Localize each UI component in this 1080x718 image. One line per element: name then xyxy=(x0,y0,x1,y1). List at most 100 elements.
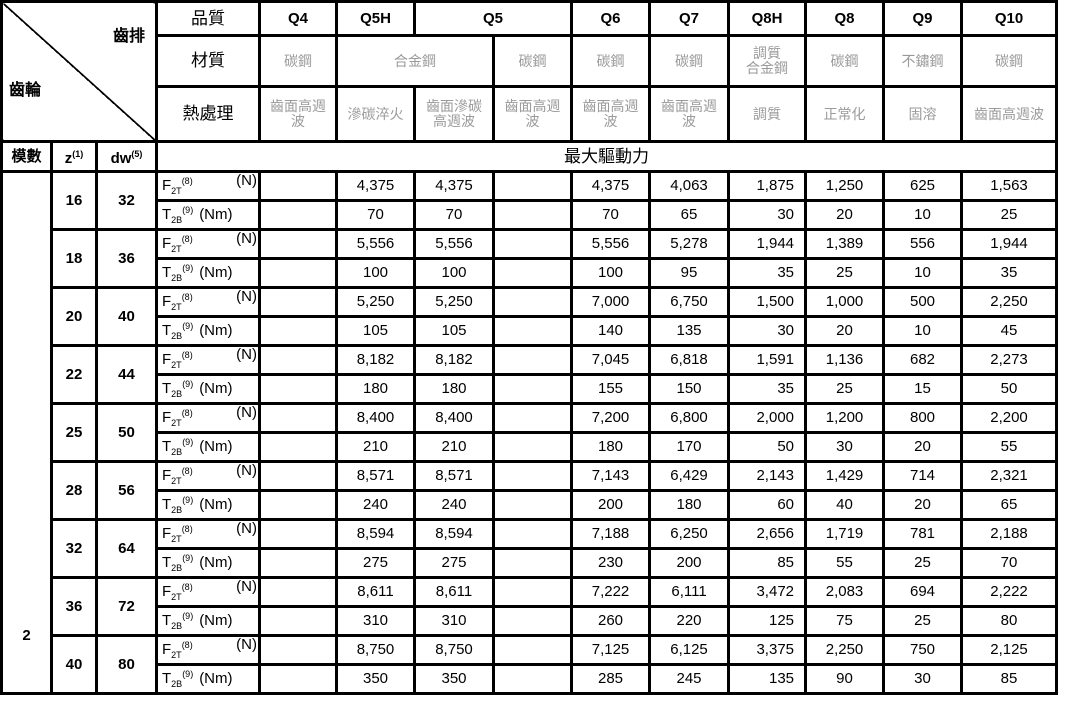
symbol: T xyxy=(162,206,172,223)
value-cell: 4,375 xyxy=(570,170,652,202)
quality-q8: Q8 xyxy=(804,0,886,37)
table-row: T2B(9) (Nm) 100 100 100 95 35 25 10 35 xyxy=(2,257,1059,289)
teeth-count: 28 xyxy=(50,460,98,521)
value-cell: 6,800 xyxy=(648,402,731,434)
value-cell: 45 xyxy=(960,315,1059,347)
value-cell: 8,571 xyxy=(413,460,495,492)
pitch-diameter: 36 xyxy=(95,228,158,289)
value-cell xyxy=(491,373,574,405)
table-row: 32 64 F2T(8) (N) 8,594 8,594 7,188 6,250 2,656 1,… xyxy=(2,518,1059,579)
footnote-ref: (8) xyxy=(181,234,193,244)
unit: (N) xyxy=(236,404,257,421)
value-cell: 100 xyxy=(335,257,416,289)
value-cell: 800 xyxy=(882,402,964,434)
symbol-subscript: 2B xyxy=(171,215,183,225)
material-label: 材質 xyxy=(155,34,261,88)
symbol: T xyxy=(162,264,172,281)
value-cell: 50 xyxy=(960,373,1059,405)
pitch-diameter: 56 xyxy=(95,460,158,521)
value-cell: 200 xyxy=(648,547,731,579)
value-cell: 20 xyxy=(804,315,886,347)
value-cell xyxy=(491,518,574,550)
symbol: F xyxy=(162,409,172,426)
material-cell: 不鏽鋼 xyxy=(882,34,964,88)
value-cell: 30 xyxy=(882,663,964,695)
value-cell: 4,375 xyxy=(413,170,495,202)
value-cell: 30 xyxy=(727,199,808,231)
unit: (N) xyxy=(236,288,257,305)
value-cell: 40 xyxy=(804,489,886,521)
module-value: 2 xyxy=(0,170,53,695)
value-cell xyxy=(491,576,574,608)
value-cell: 1,389 xyxy=(804,228,886,260)
value-cell xyxy=(491,547,574,579)
value-cell: 4,375 xyxy=(335,170,416,202)
material-cell: 碳鋼 xyxy=(960,34,1059,88)
symbol-subscript: 2T xyxy=(171,592,182,602)
symbol: T xyxy=(162,496,172,513)
pitch-diameter-header: dw(5) xyxy=(95,140,158,173)
table-row: 18 36 F2T(8) (N) 5,556 5,556 5,556 5,278 1,944 1,… xyxy=(2,228,1059,289)
footnote-ref: (8) xyxy=(181,582,193,592)
dw-footnote: (5) xyxy=(131,149,143,159)
value-cell: 2,250 xyxy=(960,286,1059,318)
material-cell: 碳鋼 xyxy=(804,34,886,88)
value-cell: 25 xyxy=(882,547,964,579)
value-cell: 105 xyxy=(335,315,416,347)
value-cell: 7,045 xyxy=(570,344,652,376)
material-cell: 調質 合金鋼 xyxy=(727,34,808,88)
value-cell: 2,250 xyxy=(804,634,886,666)
force-label: F2T(8) (N) xyxy=(155,576,261,608)
value-cell: 2,273 xyxy=(960,344,1059,376)
value-cell: 275 xyxy=(413,547,495,579)
pitch-diameter: 44 xyxy=(95,344,158,405)
value-cell xyxy=(491,170,574,202)
value-cell: 1,944 xyxy=(960,228,1059,260)
value-cell: 4,063 xyxy=(648,170,731,202)
value-cell: 6,250 xyxy=(648,518,731,550)
material-cell: 碳鋼 xyxy=(648,34,731,88)
value-cell: 240 xyxy=(335,489,416,521)
value-cell: 350 xyxy=(335,663,416,695)
value-cell: 70 xyxy=(413,199,495,231)
value-cell: 8,182 xyxy=(335,344,416,376)
value-cell: 170 xyxy=(648,431,731,463)
value-cell: 35 xyxy=(727,257,808,289)
value-cell xyxy=(258,373,338,405)
value-cell: 2,000 xyxy=(727,402,808,434)
value-cell: 2,321 xyxy=(960,460,1059,492)
heat-treatment-cell: 正常化 xyxy=(804,85,886,143)
value-cell: 2,125 xyxy=(960,634,1059,666)
value-cell: 7,143 xyxy=(570,460,652,492)
value-cell: 5,250 xyxy=(335,286,416,318)
value-cell: 310 xyxy=(413,605,495,637)
dw-symbol: dw xyxy=(110,150,132,167)
unit: (Nm) xyxy=(199,264,233,281)
unit: (N) xyxy=(236,172,257,189)
heat-treatment-cell: 齒面滲碳高週波 xyxy=(413,85,495,143)
value-cell: 1,719 xyxy=(804,518,886,550)
table-row: T2B(9) (Nm) 275 275 230 200 85 55 25 70 xyxy=(2,547,1059,579)
value-cell: 310 xyxy=(335,605,416,637)
symbol-subscript: 2B xyxy=(171,389,183,399)
unit: (N) xyxy=(236,230,257,247)
table-row: 25 50 F2T(8) (N) 8,400 8,400 7,200 6,800 2,000 1,… xyxy=(2,402,1059,463)
value-cell: 8,571 xyxy=(335,460,416,492)
value-cell xyxy=(258,576,338,608)
value-cell xyxy=(491,257,574,289)
value-cell: 8,400 xyxy=(413,402,495,434)
symbol-subscript: 2B xyxy=(171,563,183,573)
unit: (N) xyxy=(236,462,257,479)
value-cell: 35 xyxy=(960,257,1059,289)
unit: (Nm) xyxy=(199,554,233,571)
value-cell: 10 xyxy=(882,199,964,231)
symbol-subscript: 2B xyxy=(171,679,183,689)
value-cell xyxy=(491,460,574,492)
value-cell: 8,400 xyxy=(335,402,416,434)
value-cell xyxy=(258,431,338,463)
force-label: F2T(8) (N) xyxy=(155,286,261,318)
value-cell: 20 xyxy=(804,199,886,231)
value-cell: 2,222 xyxy=(960,576,1059,608)
footnote-ref: (8) xyxy=(181,466,193,476)
value-cell xyxy=(258,170,338,202)
